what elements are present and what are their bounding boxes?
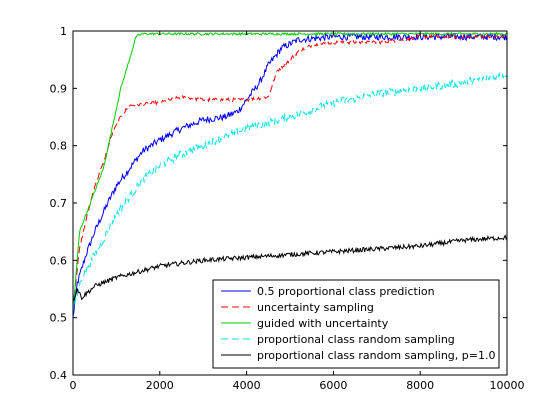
y-tick-label: 0.9 (50, 82, 68, 95)
y-tick-label: 0.5 (50, 312, 68, 325)
y-tick-label: 1 (60, 25, 67, 38)
legend-label: proportional class random sampling, p=1.… (257, 349, 495, 362)
y-tick-label: 0.8 (50, 140, 68, 153)
legend-label: uncertainty sampling (257, 301, 374, 314)
x-tick-label: 8000 (406, 379, 434, 392)
y-tick-label: 0.6 (50, 254, 68, 267)
legend-label: 0.5 proportional class prediction (257, 285, 435, 298)
x-tick-label: 6000 (319, 379, 347, 392)
legend-box (212, 279, 500, 369)
x-tick-label: 2000 (146, 379, 174, 392)
x-tick-label: 4000 (233, 379, 261, 392)
legend-label: guided with uncertainty (257, 317, 389, 330)
legend: 0.5 proportional class prediction uncerta… (212, 279, 500, 369)
series-line-2 (72, 33, 508, 308)
legend-label: proportional class random sampling (257, 333, 455, 346)
x-tick-label: 0 (70, 379, 77, 392)
x-tick-label: 10000 (490, 379, 525, 392)
series-line-1 (72, 31, 508, 317)
y-tick-label: 0.7 (50, 197, 68, 210)
axes-layer: 0 2000 4000 6000 8000 10000 0.4 0.5 0.6 0.7 0.8 0.9… (50, 25, 525, 392)
series-line-5 (72, 234, 508, 302)
y-tick-label: 0.4 (50, 369, 68, 382)
series-layer (72, 31, 508, 317)
series-line-3 (72, 31, 508, 312)
series-line-4 (72, 71, 508, 312)
